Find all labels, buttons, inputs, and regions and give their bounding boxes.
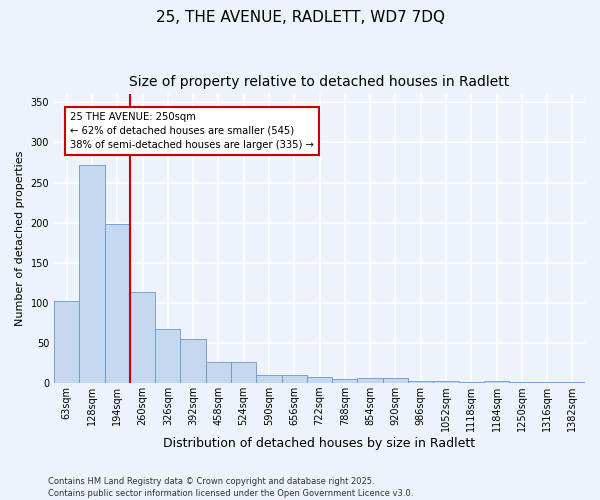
- X-axis label: Distribution of detached houses by size in Radlett: Distribution of detached houses by size …: [163, 437, 476, 450]
- Bar: [509, 382, 535, 383]
- Bar: [332, 379, 358, 383]
- Bar: [560, 382, 585, 383]
- Bar: [181, 339, 206, 383]
- Bar: [256, 375, 281, 383]
- Bar: [307, 376, 332, 383]
- Bar: [54, 300, 79, 383]
- Bar: [358, 378, 383, 383]
- Bar: [155, 330, 181, 383]
- Title: Size of property relative to detached houses in Radlett: Size of property relative to detached ho…: [130, 75, 509, 89]
- Bar: [535, 382, 560, 383]
- Bar: [408, 381, 433, 383]
- Bar: [484, 381, 509, 383]
- Text: 25, THE AVENUE, RADLETT, WD7 7DQ: 25, THE AVENUE, RADLETT, WD7 7DQ: [155, 10, 445, 25]
- Bar: [383, 378, 408, 383]
- Text: 25 THE AVENUE: 250sqm
← 62% of detached houses are smaller (545)
38% of semi-det: 25 THE AVENUE: 250sqm ← 62% of detached …: [70, 112, 314, 150]
- Bar: [206, 362, 231, 383]
- Bar: [79, 165, 104, 383]
- Y-axis label: Number of detached properties: Number of detached properties: [15, 151, 25, 326]
- Bar: [104, 224, 130, 383]
- Bar: [130, 292, 155, 383]
- Text: Contains HM Land Registry data © Crown copyright and database right 2025.
Contai: Contains HM Land Registry data © Crown c…: [48, 476, 413, 498]
- Bar: [281, 375, 307, 383]
- Bar: [433, 381, 458, 383]
- Bar: [458, 382, 484, 383]
- Bar: [231, 362, 256, 383]
